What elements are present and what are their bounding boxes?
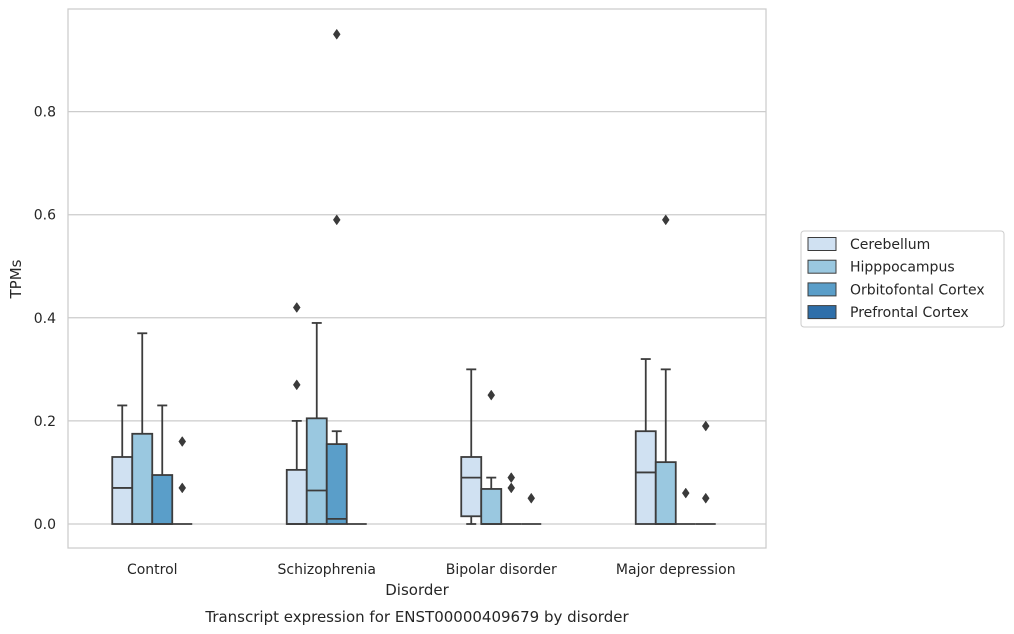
- outlier-point: [292, 302, 301, 313]
- x-axis-title: Disorder: [385, 581, 449, 599]
- box-body: [305, 417, 328, 525]
- legend-swatch-cerebellum: [807, 237, 837, 251]
- box-schizophrenia-hipppocampus: [305, 322, 328, 525]
- x-tick-label: Major depression: [616, 562, 736, 578]
- outlier-point: [701, 492, 710, 504]
- outlier-point: [332, 28, 341, 40]
- outlier-point: [701, 420, 710, 432]
- x-tick-labels: Control Schizophrenia Bipolar disorder Majo…: [127, 562, 736, 578]
- y-tick-labels: 0.0 0.2 0.4 0.6 0.8: [34, 105, 56, 533]
- legend-label-prefrontal-cortex: Prefrontal Cortex: [850, 305, 969, 321]
- boxes: [111, 28, 716, 525]
- outlier-point: [527, 492, 536, 504]
- box-body: [460, 456, 483, 518]
- box-schizophrenia-cerebellum: [285, 302, 308, 525]
- outlier-point: [178, 436, 187, 447]
- legend-label-cerebellum: Cerebellum: [850, 237, 930, 253]
- box-body: [654, 461, 677, 525]
- outlier-point: [487, 389, 496, 401]
- box-bipolar-disorder-cerebellum: [460, 368, 483, 525]
- outlier-point: [292, 379, 301, 391]
- box-schizophrenia-orbitofontal-cortex: [325, 28, 348, 525]
- outlier-point: [661, 214, 670, 226]
- y-tick-label: 0.0: [34, 517, 56, 533]
- outlier-point: [178, 482, 187, 494]
- x-tick-label: Bipolar disorder: [446, 562, 557, 578]
- box-control-orbitofontal-cortex: [151, 404, 174, 525]
- box-body: [111, 456, 134, 525]
- box-body: [325, 443, 348, 525]
- box-body: [151, 474, 174, 525]
- outlier-point: [507, 482, 516, 494]
- y-axis-title: TPMs: [7, 259, 25, 299]
- legend-frame: [800, 230, 1005, 328]
- box-control-cerebellum: [111, 404, 134, 525]
- x-tick-label: Control: [127, 562, 178, 578]
- box-major-depression-hipppocampus: [654, 214, 677, 525]
- y-tick-label: 0.8: [34, 105, 56, 121]
- box-control-prefrontal-cortex: [172, 436, 193, 525]
- outlier-point: [681, 487, 690, 499]
- box-body: [634, 430, 657, 525]
- box-major-depression-cerebellum: [634, 358, 657, 525]
- box-control-hipppocampus: [131, 332, 154, 525]
- legend-swatch-prefrontal-cortex: [807, 305, 837, 320]
- box-bipolar-disorder-orbitofontal-cortex: [501, 472, 522, 525]
- outlier-point: [507, 472, 516, 484]
- chart-caption: Transcript expression for ENST0000040967…: [204, 608, 629, 626]
- outlier-point: [332, 214, 341, 226]
- y-tick-label: 0.2: [34, 414, 56, 430]
- legend-swatch-orbitofontal-cortex: [807, 282, 837, 297]
- y-tick-label: 0.4: [34, 311, 56, 327]
- plot-area-frame: [67, 8, 767, 549]
- x-tick-label: Schizophrenia: [278, 562, 376, 578]
- box-body: [480, 488, 503, 525]
- box-bipolar-disorder-prefrontal-cortex: [521, 492, 542, 525]
- box-body: [285, 468, 308, 525]
- box-major-depression-orbitofontal-cortex: [675, 487, 696, 525]
- legend-label-hipppocampus: Hipppocampus: [850, 260, 955, 276]
- legend-label-orbitofontal-cortex: Orbitofontal Cortex: [850, 282, 985, 298]
- box-body: [131, 432, 154, 525]
- y-tick-label: 0.6: [34, 208, 56, 224]
- legend-swatch-hipppocampus: [807, 259, 837, 274]
- box-bipolar-disorder-hipppocampus: [480, 389, 503, 525]
- legend: Cerebellum Hipppocampus Orbitofontal Corte…: [800, 230, 1005, 328]
- box-major-depression-prefrontal-cortex: [695, 420, 716, 525]
